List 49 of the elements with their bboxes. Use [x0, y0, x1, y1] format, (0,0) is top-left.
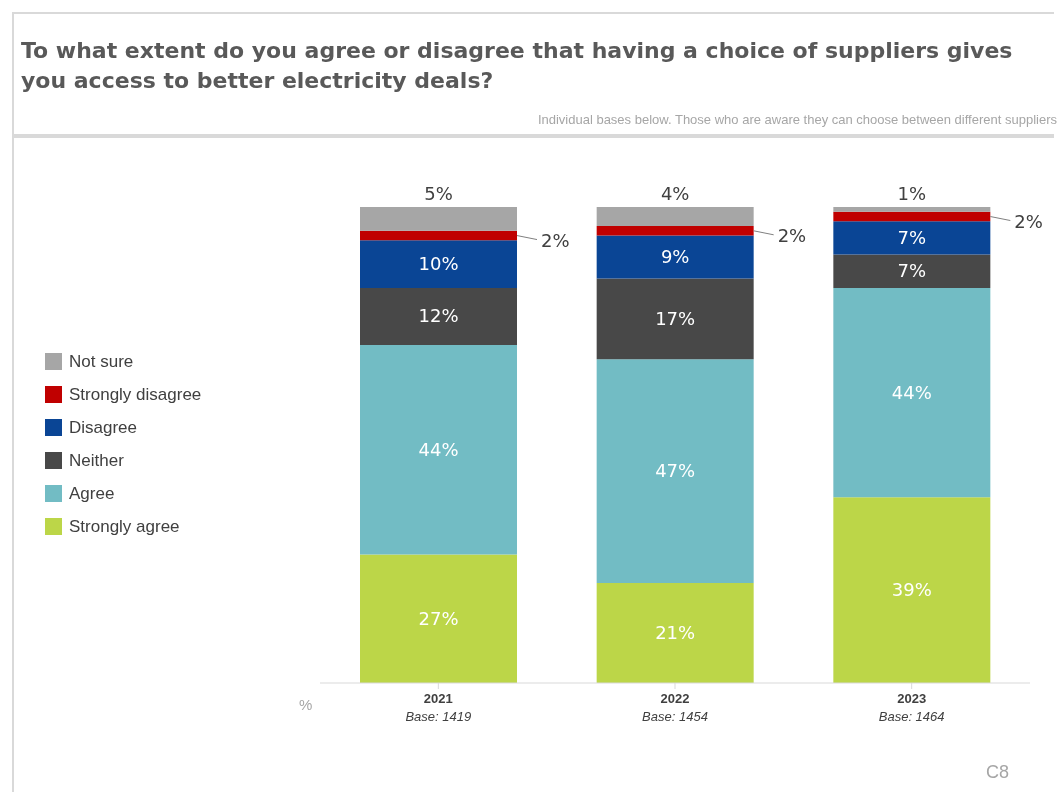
data-label: 4% [660, 183, 690, 204]
bar [596, 278, 754, 360]
legend-label: Neither [69, 450, 124, 471]
y-axis-title: % [299, 696, 313, 713]
legend-label: Not sure [69, 351, 134, 372]
bar [360, 240, 517, 288]
bar [360, 207, 517, 231]
data-label: 44% [891, 381, 932, 403]
bar [360, 287, 517, 346]
x-tick-label: 2023 Base: 1464 [878, 691, 945, 724]
x-tick-label: 2021 Base: 1419 [405, 691, 472, 724]
x-tick-label: 2022 Base: 1454 [642, 691, 708, 724]
data-label: 7% [897, 226, 927, 248]
data-label: 5% [424, 183, 453, 204]
bar [596, 583, 754, 683]
bar [596, 207, 754, 227]
chart-subtitle: Individual bases below. Those who are aware they can choose between different suppliers [537, 112, 1057, 127]
bar [596, 359, 754, 584]
bar [596, 235, 754, 279]
data-label: 12% [418, 305, 459, 327]
bar [833, 211, 991, 222]
bar [833, 207, 991, 212]
chart-title: To what extent do you agree or disagree that having a choice of suppliers gives you access to better electricity deals? [21, 37, 1014, 95]
legend-label: Strongly disagree [69, 384, 202, 405]
bar [596, 226, 754, 236]
legend-label: Agree [69, 483, 115, 504]
data-label: 39% [891, 579, 932, 601]
data-label: 17% [655, 307, 696, 329]
bar [833, 497, 991, 683]
bar [833, 287, 991, 498]
data-label: 9% [660, 245, 690, 267]
bar [360, 554, 517, 683]
data-label: 47% [655, 460, 696, 482]
data-label: 7% [897, 260, 927, 282]
data-label: 21% [655, 622, 696, 644]
text: C8 [985, 762, 1009, 783]
data-label: 2% [777, 224, 807, 246]
legend-label: Strongly agree [69, 516, 180, 537]
legend-label: Disagree [69, 417, 138, 438]
bar [833, 221, 991, 255]
data-label: 1% [897, 183, 927, 204]
data-label: 2% [1014, 210, 1043, 232]
data-label: 44% [418, 438, 459, 460]
bar [360, 345, 517, 555]
data-label: 2% [541, 229, 570, 251]
data-label: 27% [418, 607, 459, 629]
bar [833, 254, 991, 288]
data-label: 10% [418, 253, 459, 275]
bar [360, 230, 517, 241]
